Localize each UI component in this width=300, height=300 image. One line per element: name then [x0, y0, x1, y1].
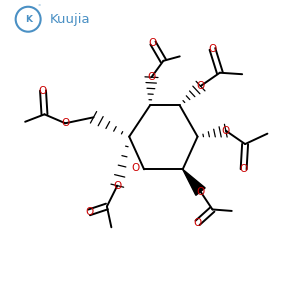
Text: O: O: [147, 72, 156, 82]
Text: O: O: [239, 164, 248, 174]
Text: O: O: [196, 187, 205, 196]
Text: O: O: [149, 38, 157, 48]
Text: K: K: [25, 15, 32, 24]
Text: O: O: [61, 118, 69, 128]
Text: O: O: [39, 85, 47, 96]
Text: °: °: [38, 4, 41, 9]
Text: O: O: [85, 207, 93, 218]
Text: O: O: [222, 126, 230, 136]
Text: Kuujia: Kuujia: [50, 13, 90, 26]
Polygon shape: [183, 169, 205, 195]
Text: O: O: [208, 44, 217, 54]
Text: O: O: [194, 218, 202, 228]
Text: O: O: [196, 81, 205, 91]
Text: O: O: [132, 163, 140, 173]
Text: O: O: [113, 181, 122, 191]
